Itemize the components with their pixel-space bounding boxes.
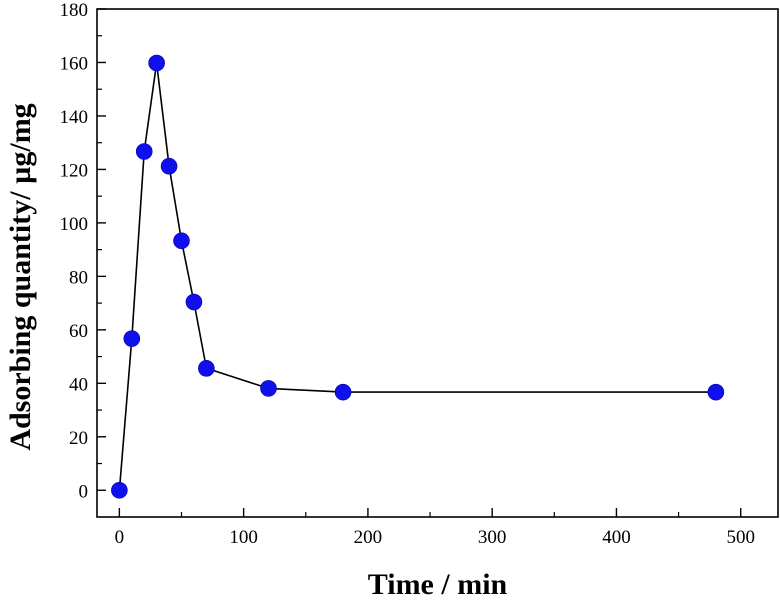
y-tick-label: 0 [79, 481, 89, 502]
data-point [707, 383, 725, 401]
x-tick-label: 300 [478, 527, 507, 548]
data-point [135, 143, 153, 160]
y-tick-label: 100 [60, 214, 89, 235]
data-point [334, 383, 352, 401]
y-tick-label: 60 [69, 321, 88, 342]
y-tick-label: 40 [69, 374, 88, 395]
data-point [160, 157, 178, 175]
y-tick-label: 160 [60, 53, 89, 74]
y-tick-label: 120 [60, 160, 89, 181]
data-point [148, 54, 165, 72]
data-point [198, 360, 215, 377]
data-point [123, 330, 141, 347]
x-tick-label: 200 [354, 527, 383, 548]
x-axis-title: Time / min [368, 568, 508, 600]
axes: 0 100 200 300 400 500 0 20 40 60 80 100 120 140 160 180 [60, 0, 779, 548]
x-tick-label: 100 [229, 527, 258, 548]
plot-frame [96, 8, 779, 518]
y-axis-title: Adsorbing quantity/ µg/mg [4, 103, 37, 450]
y-tick-label: 80 [69, 267, 88, 288]
data-point [173, 232, 190, 250]
plot-area [111, 54, 725, 499]
x-tick-label: 400 [602, 527, 631, 548]
data-point [260, 380, 277, 397]
x-tick-label: 500 [726, 527, 755, 548]
x-tick-label: 0 [115, 527, 125, 548]
y-tick-label: 20 [69, 428, 88, 449]
data-point [111, 481, 128, 499]
y-tick-label: 180 [60, 0, 89, 21]
y-tick-label: 140 [60, 107, 89, 128]
data-point [185, 293, 203, 311]
series-line [118, 62, 716, 491]
